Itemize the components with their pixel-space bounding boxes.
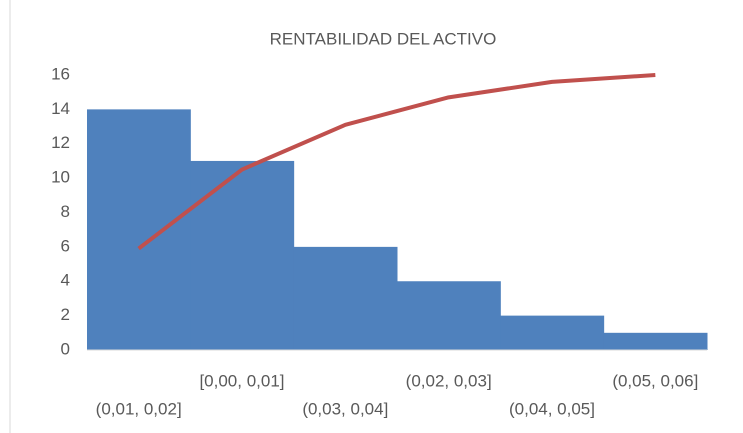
x-tick-label: (0,03, 0,04] (302, 399, 388, 418)
y-tick-label: 4 (61, 271, 70, 290)
y-tick-label: 14 (51, 99, 70, 118)
y-tick-label: 2 (61, 305, 70, 324)
x-tick-label: (0,01, 0,02] (96, 399, 182, 418)
y-tick-label: 6 (61, 236, 70, 255)
bar (190, 160, 295, 350)
y-tick-label: 16 (51, 64, 70, 83)
bar (500, 315, 605, 350)
y-tick-label: 8 (61, 202, 70, 221)
bar (603, 332, 708, 350)
line (137, 73, 656, 251)
y-tick-label: 10 (51, 168, 70, 187)
bar (87, 109, 191, 350)
y-tick-label: 12 (51, 133, 70, 152)
y-tick-label: 0 (61, 339, 70, 358)
x-tick-label: [0,00, 0,01] (199, 371, 284, 390)
chart-title: RENTABILIDAD DEL ACTIVO (270, 29, 497, 48)
bar (293, 246, 398, 350)
bar (397, 281, 501, 350)
x-tick-label: (0,05, 0,06] (612, 371, 698, 390)
x-tick-label: (0,04, 0,05] (509, 399, 595, 418)
x-tick-label: (0,02, 0,03] (406, 371, 492, 390)
